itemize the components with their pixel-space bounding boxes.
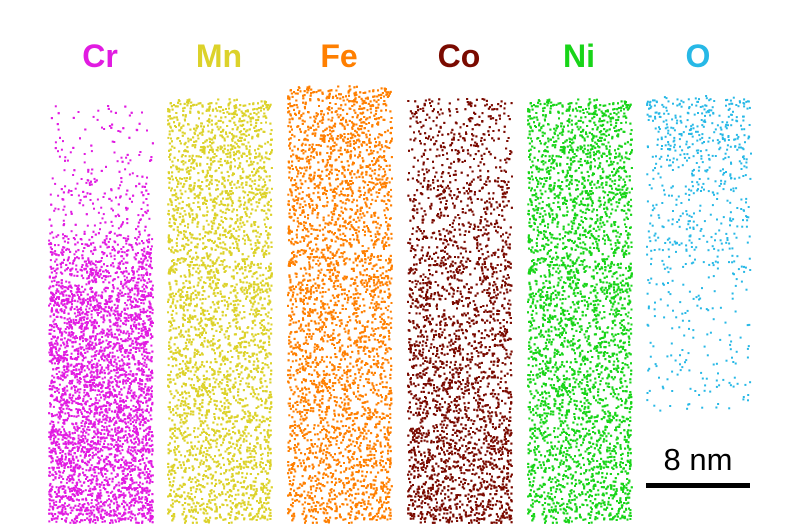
column-fe [287,85,393,524]
column-o [646,95,752,412]
label-co: Co [404,38,514,75]
scale-bar [646,483,750,488]
column-cr [48,105,154,524]
label-fe: Fe [284,38,394,75]
column-ni [527,98,633,524]
label-mn: Mn [164,38,274,75]
label-o: O [643,38,753,75]
column-mn [167,98,273,524]
label-cr: Cr [45,38,155,75]
scale-bar-label: 8 nm [646,442,750,478]
column-co [407,98,513,524]
label-ni: Ni [524,38,634,75]
